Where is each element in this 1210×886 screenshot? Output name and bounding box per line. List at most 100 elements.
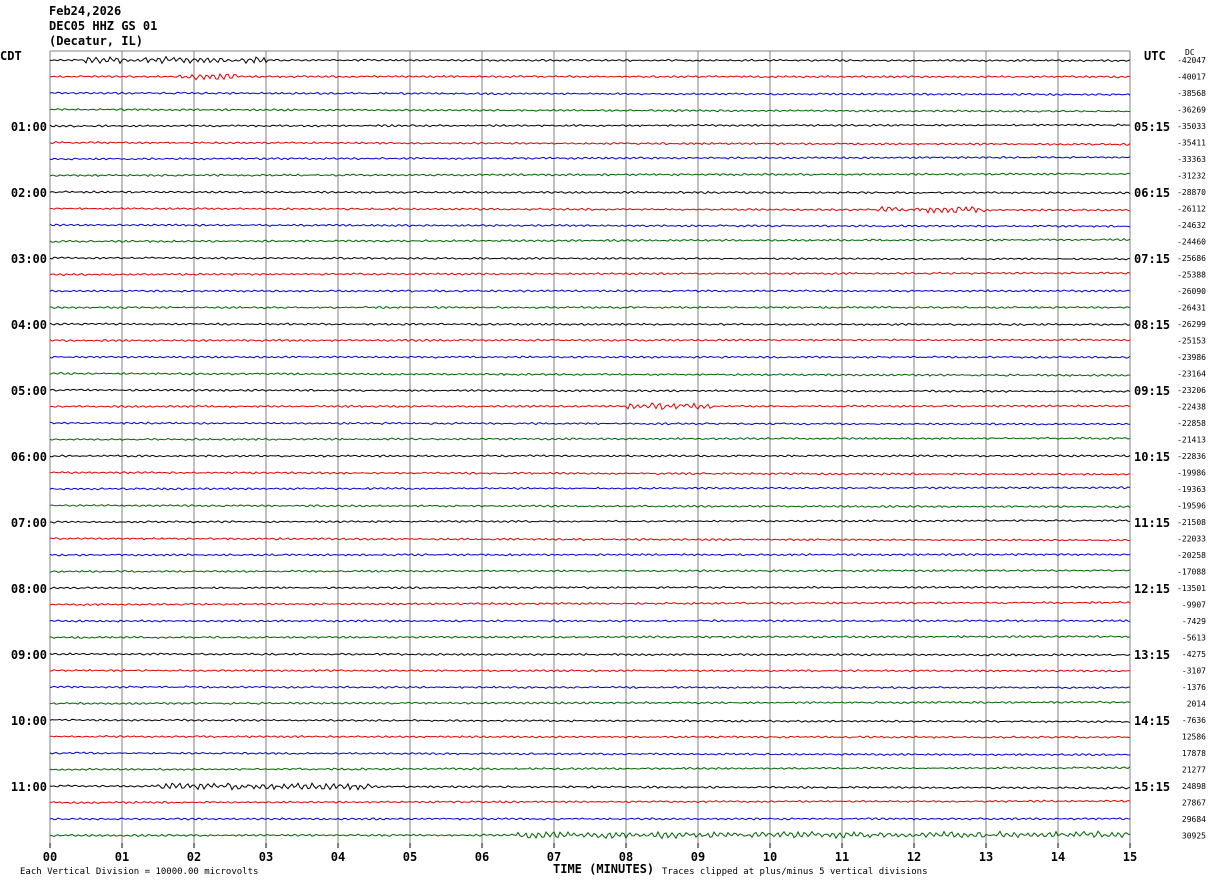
left-hour-label: 08:00 bbox=[11, 582, 47, 596]
x-tick-label: 14 bbox=[1051, 850, 1065, 864]
trace-row-26 bbox=[49, 486, 1131, 491]
trace-row-40 bbox=[49, 718, 1131, 724]
header-location: (Decatur, IL) bbox=[49, 34, 143, 48]
x-tick-label: 13 bbox=[979, 850, 993, 864]
row-offset-label: -21508 bbox=[1177, 518, 1206, 527]
left-hour-label: 09:00 bbox=[11, 648, 47, 662]
row-offset-label: -26431 bbox=[1177, 304, 1206, 313]
row-offset-label: -35411 bbox=[1177, 139, 1206, 148]
trace-row-24 bbox=[49, 454, 1131, 458]
left-hour-label: 04:00 bbox=[11, 318, 47, 332]
trace-row-37 bbox=[49, 668, 1130, 673]
x-tick-label: 01 bbox=[115, 850, 129, 864]
row-offset-label: -33363 bbox=[1177, 155, 1206, 164]
trace-row-1 bbox=[49, 73, 1131, 81]
header-date: Feb24,2026 bbox=[49, 4, 122, 18]
row-offset-label: -36269 bbox=[1177, 106, 1206, 115]
row-offset-label: -22836 bbox=[1177, 452, 1206, 461]
x-tick-label: 04 bbox=[331, 850, 345, 864]
trace-row-13 bbox=[49, 271, 1131, 277]
trace-row-4 bbox=[49, 123, 1131, 128]
x-tick-label: 15 bbox=[1123, 850, 1137, 864]
x-tick-label: 09 bbox=[691, 850, 705, 864]
row-offset-label: 21277 bbox=[1182, 766, 1206, 775]
row-offset-label: -22438 bbox=[1177, 403, 1206, 412]
row-offset-label: -1376 bbox=[1182, 683, 1206, 692]
trace-row-0 bbox=[50, 55, 1131, 65]
row-offset-label: -22033 bbox=[1177, 535, 1206, 544]
row-offset-label: -5613 bbox=[1182, 634, 1206, 643]
trace-row-34 bbox=[49, 619, 1131, 623]
trace-row-39 bbox=[49, 700, 1131, 706]
right-hour-label: 15:15 bbox=[1134, 780, 1170, 794]
row-offset-label: -35033 bbox=[1177, 122, 1206, 131]
left-hour-label: 01:00 bbox=[11, 120, 47, 134]
row-offset-label: -23164 bbox=[1177, 370, 1206, 379]
x-tick-label: 02 bbox=[187, 850, 201, 864]
right-hour-label: 12:15 bbox=[1134, 582, 1170, 596]
trace-row-29 bbox=[49, 537, 1131, 542]
trace-row-45 bbox=[49, 799, 1131, 805]
trace-row-35 bbox=[49, 635, 1131, 639]
left-hour-label: 11:00 bbox=[11, 780, 47, 794]
right-timezone-label: UTC bbox=[1144, 49, 1166, 63]
x-tick-label: 08 bbox=[619, 850, 633, 864]
right-hour-label: 09:15 bbox=[1134, 384, 1170, 398]
trace-row-21 bbox=[49, 402, 1131, 411]
trace-row-11 bbox=[49, 238, 1131, 244]
row-offset-label: -28870 bbox=[1177, 188, 1206, 197]
right-hour-label: 07:15 bbox=[1134, 252, 1170, 266]
row-offset-label: -25388 bbox=[1177, 271, 1206, 280]
x-tick-label: 05 bbox=[403, 850, 417, 864]
right-hour-label: 08:15 bbox=[1134, 318, 1170, 332]
trace-row-23 bbox=[49, 436, 1131, 441]
header-station: DEC05 HHZ GS 01 bbox=[49, 19, 158, 33]
trace-row-17 bbox=[49, 338, 1131, 343]
row-offset-label: -42047 bbox=[1177, 56, 1206, 65]
row-offset-label: -3107 bbox=[1182, 667, 1206, 676]
row-offset-label: -23986 bbox=[1177, 353, 1206, 362]
x-tick-label: 11 bbox=[835, 850, 849, 864]
row-offset-label: -24460 bbox=[1177, 238, 1206, 247]
trace-row-6 bbox=[49, 155, 1131, 161]
row-offset-label: -4275 bbox=[1182, 650, 1206, 659]
left-hour-labels: 01:00 02:00 03:00 04:00 05:00 06:00 07:00 08:00… bbox=[11, 120, 47, 794]
left-hour-label: 03:00 bbox=[11, 252, 47, 266]
minute-gridlines bbox=[49, 50, 1131, 843]
x-tick-label: 12 bbox=[907, 850, 921, 864]
trace-row-46 bbox=[49, 817, 1131, 821]
right-hour-label: 06:15 bbox=[1134, 186, 1170, 200]
row-offset-label: 17878 bbox=[1182, 749, 1206, 758]
clip-note: Traces clipped at plus/minus 5 vertical … bbox=[662, 867, 928, 877]
right-hour-label: 14:15 bbox=[1134, 714, 1170, 728]
corner-label: DC bbox=[1185, 48, 1195, 57]
trace-row-30 bbox=[49, 553, 1131, 557]
row-offset-label: -26112 bbox=[1177, 205, 1206, 214]
row-offset-label: -38568 bbox=[1177, 89, 1206, 98]
left-timezone-label: CDT bbox=[0, 49, 22, 63]
left-hour-label: 10:00 bbox=[11, 714, 47, 728]
x-tick-label: 10 bbox=[763, 850, 777, 864]
x-tick-label: 03 bbox=[259, 850, 273, 864]
row-offset-label: -9907 bbox=[1182, 601, 1206, 610]
row-offset-label: 12586 bbox=[1182, 733, 1206, 742]
x-tick-label: 00 bbox=[43, 850, 57, 864]
scale-note: Each Vertical Division = 10000.00 microv… bbox=[20, 867, 259, 877]
row-offset-label: -7636 bbox=[1182, 716, 1206, 725]
row-offset-label: 27867 bbox=[1182, 799, 1206, 808]
left-hour-label: 07:00 bbox=[11, 516, 47, 530]
trace-row-38 bbox=[49, 685, 1131, 690]
row-offset-label: -40017 bbox=[1177, 73, 1206, 82]
seismic-traces bbox=[49, 55, 1131, 840]
x-tick-label: 06 bbox=[475, 850, 489, 864]
trace-row-7 bbox=[49, 172, 1131, 178]
trace-row-33 bbox=[49, 601, 1131, 607]
trace-row-31 bbox=[49, 568, 1131, 573]
row-offset-label: -21413 bbox=[1177, 436, 1206, 445]
left-hour-label: 05:00 bbox=[11, 384, 47, 398]
trace-row-36 bbox=[49, 652, 1131, 657]
left-hour-label: 06:00 bbox=[11, 450, 47, 464]
trace-row-5 bbox=[49, 140, 1131, 146]
row-offset-label: -24632 bbox=[1177, 221, 1206, 230]
